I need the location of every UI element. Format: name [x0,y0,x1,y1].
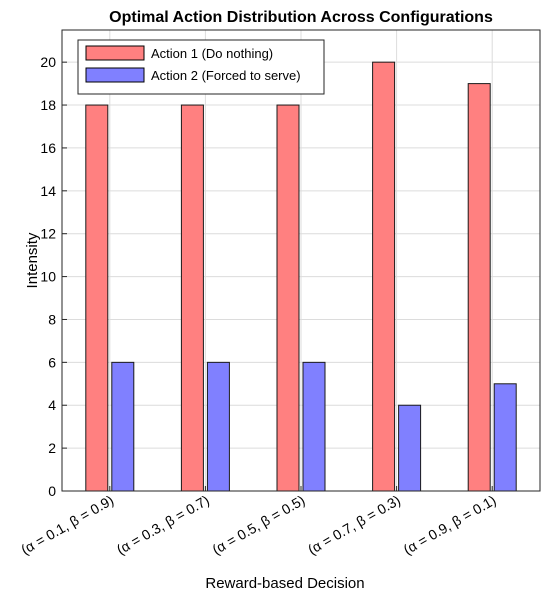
y-tick-label: 6 [48,354,56,370]
legend-swatch-action-2 [85,67,145,83]
bars [85,61,517,492]
bar-series-1-5 [467,83,491,492]
y-tick-label: 16 [40,140,56,156]
y-tick-label: 0 [48,483,56,499]
y-tick-label: 12 [40,226,56,242]
y-tick-label: 20 [40,54,56,70]
bar-series-2-2 [206,361,230,492]
legend: Action 1 (Do nothing) Action 2 (Forced t… [77,39,325,95]
bar-series-2-4 [398,404,422,492]
bar-series-2-3 [302,361,326,492]
y-tick-label: 14 [40,183,56,199]
y-tick-label: 2 [48,440,56,456]
bar-series-2-5 [493,383,517,492]
bar-series-2-1 [111,361,135,492]
y-tick-label: 18 [40,97,56,113]
legend-label-action-1: Action 1 (Do nothing) [151,46,273,61]
y-axis-label: Intensity [24,232,41,288]
legend-label-action-2: Action 2 (Forced to serve) [151,68,301,83]
y-tick-label: 4 [48,397,56,413]
bar-series-1-4 [372,61,396,492]
legend-swatch-action-1 [85,45,145,61]
x-axis-label: Reward-based Decision [205,575,364,592]
chart-title: Optimal Action Distribution Across Confi… [109,9,493,26]
y-tick-label: 10 [40,269,56,285]
bar-series-1-1 [85,104,109,492]
y-axis-ticks: 0 2 4 6 8 10 12 14 16 18 20 [40,54,67,499]
bar-series-1-3 [276,104,300,492]
y-tick-label: 8 [48,311,56,327]
bar-series-1-2 [180,104,204,492]
